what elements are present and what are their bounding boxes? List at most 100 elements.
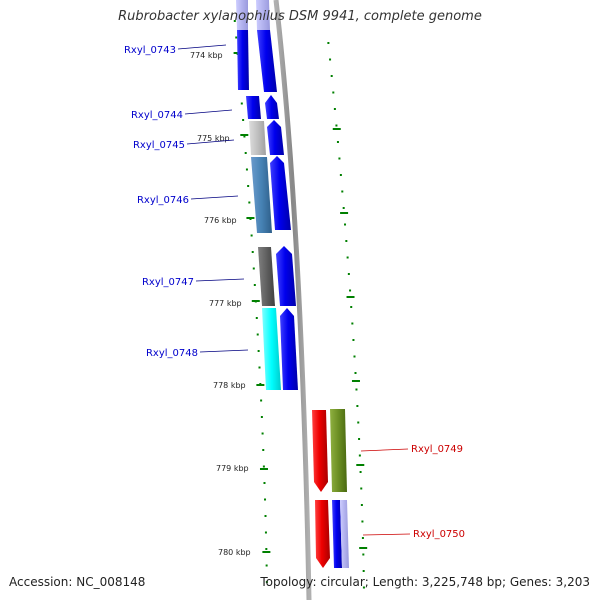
gene-label-0750[interactable]: Rxyl_0750	[413, 529, 465, 540]
gene-arrow-pale	[256, 0, 270, 30]
tick-dot	[260, 416, 263, 418]
leader-line-0745	[186, 139, 235, 145]
tick-dot	[360, 504, 363, 506]
tick-dot	[258, 366, 261, 369]
tick-dot	[358, 438, 361, 440]
tick-dot	[233, 20, 236, 22]
tick-dot	[356, 405, 359, 407]
tick-dot	[332, 91, 335, 94]
tick-dot	[259, 468, 268, 470]
tick-dot	[333, 108, 336, 110]
gene-label-0744[interactable]: Rxyl_0744	[131, 110, 183, 121]
cog-block-0746	[251, 157, 272, 233]
gene-arrow-0744	[265, 95, 279, 119]
tick-dot	[240, 134, 249, 136]
tick-dot	[243, 135, 246, 138]
tick-dot	[327, 42, 330, 44]
tick-dot	[247, 185, 250, 187]
gene-arrow-0745	[267, 120, 284, 155]
gene-arrow-0746	[270, 156, 291, 230]
genome-backbone	[273, 0, 312, 600]
tick-dot	[248, 201, 251, 204]
tick-dot	[353, 355, 356, 358]
tick-dot	[362, 570, 365, 572]
gene-label-0747[interactable]: Rxyl_0747	[142, 277, 194, 288]
tick-dot	[356, 464, 365, 466]
tick-dot	[251, 251, 254, 253]
tick-dot	[360, 487, 363, 490]
ruler-label-780: 780 kbp	[218, 548, 251, 557]
gene-label-0743[interactable]: Rxyl_0743	[124, 45, 176, 56]
leader-line-0743	[177, 44, 227, 50]
tick-dot	[265, 581, 268, 583]
tick-dot	[257, 350, 260, 352]
tick-dot	[359, 547, 368, 549]
tick-dot	[255, 317, 258, 319]
tick-dot	[349, 289, 352, 292]
gene-label-0745[interactable]: Rxyl_0745	[133, 140, 185, 151]
tick-dot	[362, 586, 365, 589]
tick-dot	[351, 380, 360, 382]
gene-arrow-0747	[276, 246, 296, 306]
tick-dot	[336, 141, 339, 143]
tick-dot	[252, 267, 255, 270]
tick-dot	[260, 399, 263, 402]
tick-dot	[346, 296, 355, 298]
tick-dot	[256, 333, 259, 336]
tick-dot	[339, 174, 342, 176]
tick-dot	[361, 537, 364, 539]
tick-dot	[264, 515, 267, 517]
tick-dot	[253, 284, 256, 286]
tick-dot	[235, 36, 238, 39]
cog-block-0743	[237, 30, 249, 90]
tick-dot	[265, 564, 268, 567]
tick-dot	[335, 124, 338, 127]
tick-dot	[264, 531, 267, 534]
cog-block-0748	[262, 308, 281, 390]
ruler-label-776: 776 kbp	[204, 216, 237, 225]
tick-dot	[359, 471, 362, 473]
genome-summary-text: Topology: circular; Length: 3,225,748 bp…	[260, 575, 590, 589]
tick-dot	[347, 273, 350, 275]
tick-dot	[246, 217, 255, 219]
tick-dot	[344, 223, 347, 226]
cog-block-0749	[330, 409, 347, 492]
tick-dot	[340, 212, 349, 214]
tick-dot	[358, 454, 361, 457]
ruler-label-774: 774 kbp	[190, 51, 223, 60]
gene-label-0746[interactable]: Rxyl_0746	[137, 195, 189, 206]
ruler-label-775: 775 kbp	[197, 134, 230, 143]
tick-dot	[362, 553, 365, 556]
tick-dot	[361, 520, 364, 523]
gene-label-0748[interactable]: Rxyl_0748	[146, 348, 198, 359]
tick-dot	[332, 128, 341, 130]
tick-dot	[261, 432, 264, 435]
tick-dot	[244, 152, 247, 154]
tick-dot	[265, 548, 268, 550]
gene-label-0749[interactable]: Rxyl_0749	[411, 444, 463, 455]
tick-dot	[240, 102, 243, 105]
tick-dot	[341, 190, 344, 193]
tick-dot	[338, 157, 341, 160]
tick-dot	[263, 482, 266, 484]
accession-text: Accession: NC_008148	[9, 575, 146, 589]
leader-line-0748	[199, 349, 249, 353]
leader-line-0747	[195, 278, 245, 282]
cog-block-0745	[249, 121, 266, 155]
cog-block-0744	[246, 96, 261, 119]
leader-line-0744	[184, 109, 233, 115]
cog-block-0747	[258, 247, 275, 306]
tick-dot	[262, 551, 271, 553]
leader-line-0750	[362, 533, 411, 536]
tick-dot	[352, 339, 355, 341]
tick-dot	[329, 58, 332, 61]
tick-dot	[264, 498, 267, 501]
tick-dot	[351, 322, 354, 325]
gene-arrow-0749	[312, 410, 328, 492]
tick-dot	[250, 234, 253, 237]
ruler-label-778: 778 kbp	[213, 381, 246, 390]
leader-line-0749	[360, 448, 409, 452]
tick-dot	[256, 384, 265, 386]
tick-dot	[354, 372, 357, 374]
